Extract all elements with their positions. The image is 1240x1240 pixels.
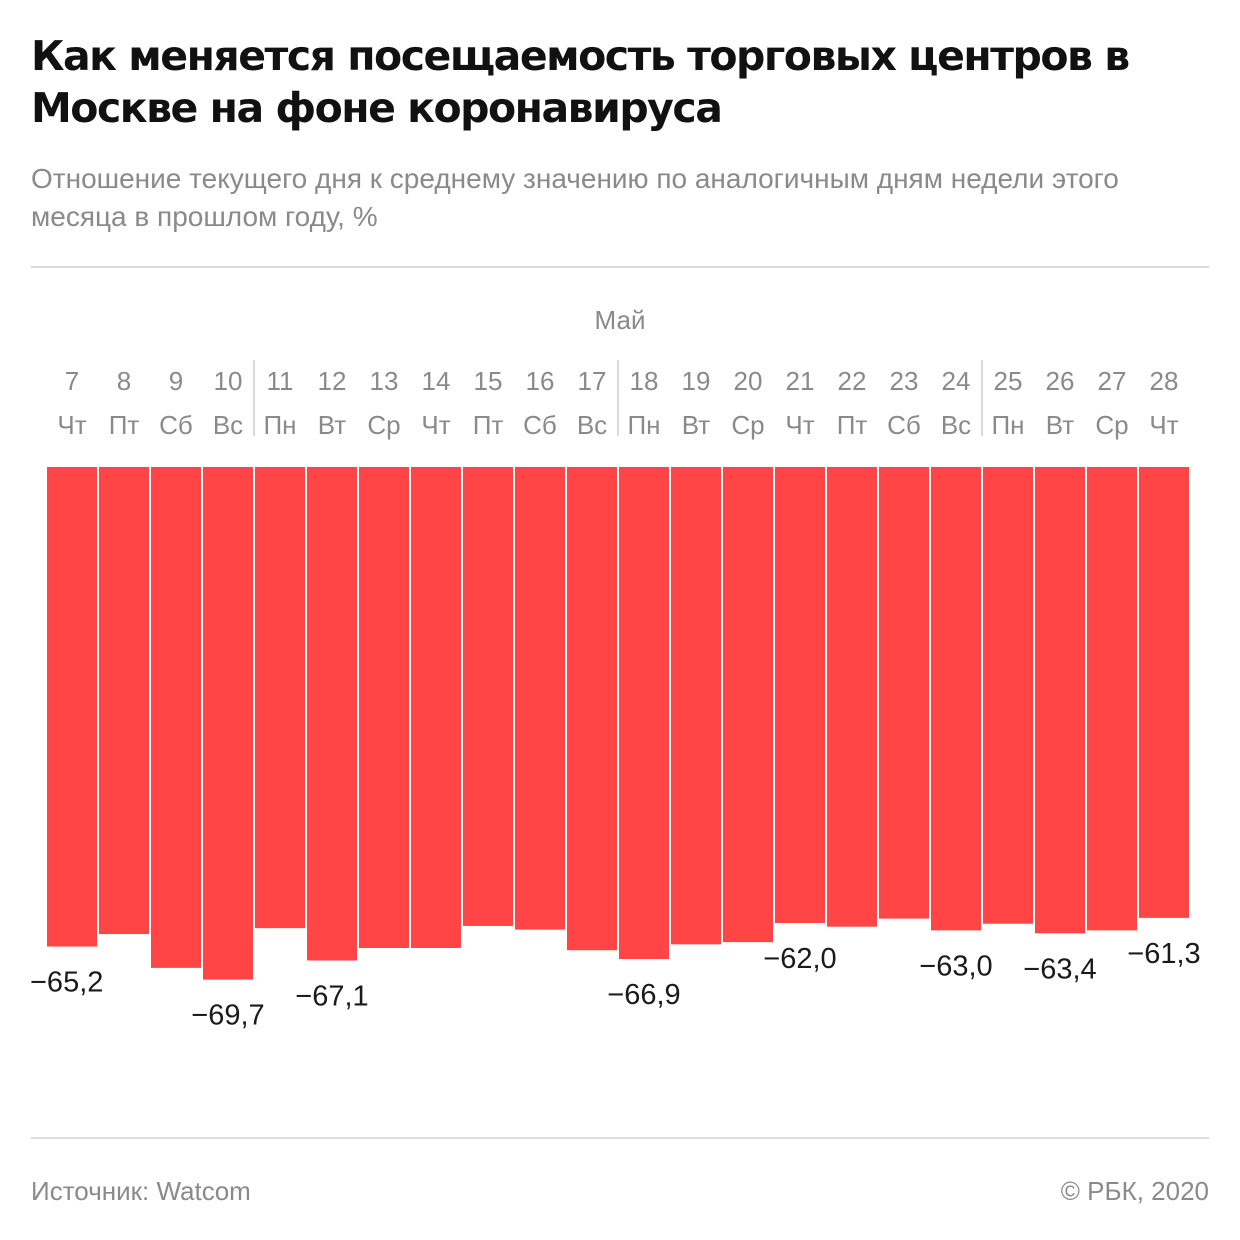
month-label: Май — [595, 305, 646, 335]
tick-label-day: 19 — [682, 366, 711, 396]
copyright-note: © РБК, 2020 — [1060, 1176, 1209, 1206]
bar-14 — [411, 467, 461, 949]
bar-10 — [203, 467, 253, 980]
bar-12 — [307, 467, 357, 961]
bars — [47, 467, 1189, 980]
chart-subtitle: Отношение текущего дня к среднему значен… — [31, 163, 1119, 232]
bar-8 — [99, 467, 149, 935]
bottom-divider — [31, 1137, 1209, 1139]
bar-13 — [359, 467, 409, 949]
tick-label-day: 14 — [422, 366, 451, 396]
tick-label-weekday: Чт — [1149, 410, 1178, 440]
tick-label-day: 12 — [318, 366, 347, 396]
data-label-28: −61,3 — [1127, 938, 1200, 970]
bar-24 — [931, 467, 981, 931]
data-labels: −65,2 −69,7 −67,1 −66,9 −62,0 −63,0 −63,4 −61,3 — [30, 938, 1201, 1032]
data-label-10: −69,7 — [191, 1000, 264, 1032]
tick-label-day: 25 — [994, 366, 1023, 396]
x-axis-ticks: 7 Чт 8 Пт 9 Сб 10 Вс 11 Пн 12 Вт 13 Ср 14 Чт 15 Пт 16 Сб 17 В… — [57, 366, 1178, 440]
bar-22 — [827, 467, 877, 927]
bar-11 — [255, 467, 305, 929]
tick-label-day: 10 — [214, 366, 243, 396]
tick-label-weekday: Сб — [159, 410, 193, 440]
bar-15 — [463, 467, 513, 926]
tick-label-day: 11 — [267, 366, 294, 396]
tick-label-weekday: Сб — [523, 410, 557, 440]
tick-label-weekday: Вс — [941, 410, 971, 440]
tick-label-weekday: Вс — [577, 410, 607, 440]
tick-label-weekday: Пн — [627, 410, 660, 440]
tick-label-weekday: Пт — [109, 410, 140, 440]
tick-label-weekday: Чт — [57, 410, 86, 440]
tick-label-weekday: Вт — [318, 410, 346, 440]
week-separators — [253, 360, 983, 436]
tick-label-weekday: Ср — [1095, 410, 1128, 440]
tick-label-day: 22 — [838, 366, 867, 396]
tick-label-day: 26 — [1046, 366, 1075, 396]
tick-label-day: 7 — [65, 366, 79, 396]
data-label-21: −62,0 — [763, 943, 836, 975]
data-label-24: −63,0 — [919, 950, 992, 982]
tick-label-day: 8 — [117, 366, 131, 396]
source-note: Источник: Watcom — [31, 1176, 251, 1206]
chart-title: Как меняется посещаемость торговых центр… — [31, 32, 1130, 132]
tick-label-weekday: Пт — [837, 410, 868, 440]
bar-17 — [567, 467, 617, 951]
tick-label-weekday: Ср — [731, 410, 764, 440]
tick-label-day: 9 — [169, 366, 183, 396]
bar-21 — [775, 467, 825, 924]
tick-label-weekday: Чт — [421, 410, 450, 440]
tick-label-day: 15 — [474, 366, 503, 396]
tick-label-day: 21 — [786, 366, 815, 396]
bar-chart: Май 7 Чт 8 Пт 9 Сб 10 Вс 11 Пн 12 Вт 13 Ср 14 Чт 15 Пт 16 С… — [30, 305, 1201, 1032]
data-label-12: −67,1 — [295, 981, 368, 1013]
bar-25 — [983, 467, 1033, 924]
tick-label-weekday: Пт — [473, 410, 504, 440]
tick-label-weekday: Вс — [213, 410, 243, 440]
tick-label-day: 20 — [734, 366, 763, 396]
bar-28 — [1139, 467, 1189, 918]
tick-label-day: 24 — [942, 366, 971, 396]
bar-26 — [1035, 467, 1085, 934]
bar-27 — [1087, 467, 1137, 931]
tick-label-weekday: Чт — [785, 410, 814, 440]
data-label-26: −63,4 — [1023, 953, 1096, 985]
bar-16 — [515, 467, 565, 930]
tick-label-weekday: Вт — [1046, 410, 1074, 440]
bar-18 — [619, 467, 669, 960]
bar-23 — [879, 467, 929, 919]
data-label-7: −65,2 — [30, 967, 103, 999]
tick-label-weekday: Пн — [263, 410, 296, 440]
tick-label-weekday: Сб — [887, 410, 921, 440]
tick-label-day: 17 — [578, 366, 607, 396]
tick-label-weekday: Вт — [682, 410, 710, 440]
bar-20 — [723, 467, 773, 943]
bar-7 — [47, 467, 97, 947]
tick-label-day: 23 — [890, 366, 919, 396]
tick-label-day: 28 — [1150, 366, 1179, 396]
tick-label-day: 13 — [370, 366, 399, 396]
tick-label-day: 16 — [526, 366, 555, 396]
tick-label-day: 18 — [630, 366, 659, 396]
data-label-18: −66,9 — [607, 979, 680, 1011]
bar-19 — [671, 467, 721, 945]
tick-label-weekday: Пн — [991, 410, 1024, 440]
top-divider — [31, 266, 1209, 268]
tick-label-day: 27 — [1098, 366, 1127, 396]
bar-9 — [151, 467, 201, 968]
tick-label-weekday: Ср — [367, 410, 400, 440]
